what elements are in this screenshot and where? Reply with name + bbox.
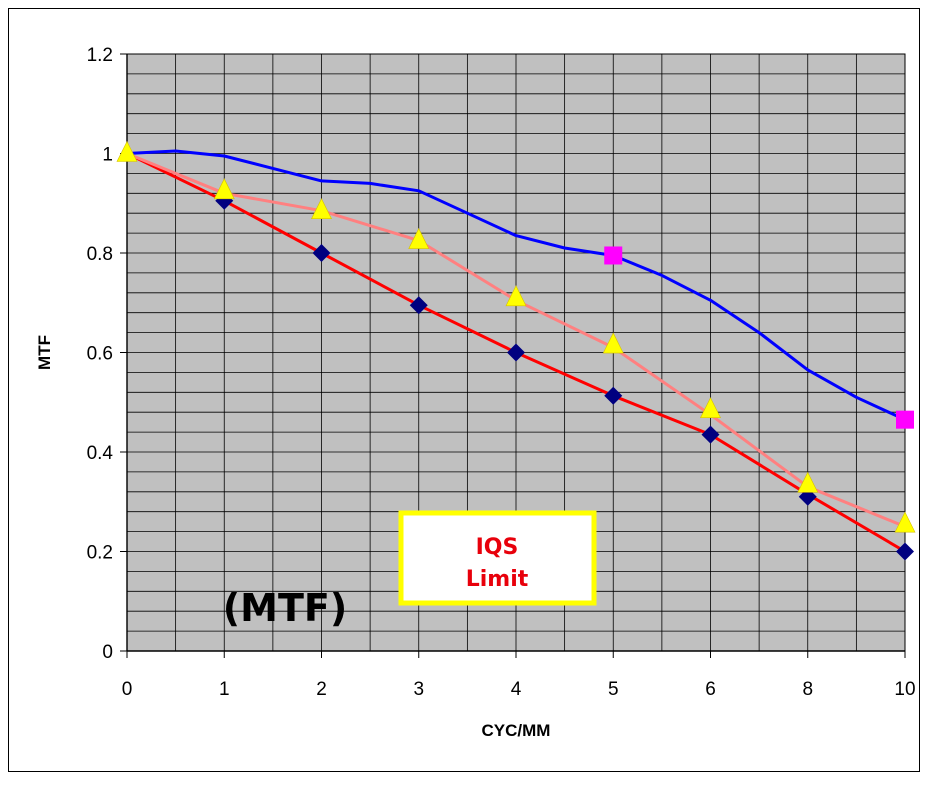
tick-labels: 0 0.2 0.4 0.6 0.8 1 1.2 0 1 2 3 4 5 6 8 10	[87, 45, 916, 700]
triangle-marker	[894, 511, 916, 533]
y-tick-label: 1.2	[87, 45, 113, 66]
x-tick-label: 1	[219, 679, 230, 700]
iqs-limit-callout: IQS Limit	[398, 510, 597, 606]
series-markers	[116, 140, 916, 561]
diamond-marker	[507, 343, 525, 362]
triangle-marker	[797, 471, 819, 493]
mtf-annotation-label: (MTF)	[223, 586, 347, 630]
square-marker	[604, 246, 623, 265]
y-tick-label: 0	[102, 642, 113, 663]
x-tick-label: 5	[608, 679, 619, 700]
triangle-marker	[213, 178, 235, 200]
x-tick-label: 6	[705, 679, 716, 700]
diamond-marker	[896, 542, 914, 561]
series-line-0	[126, 149, 906, 422]
square-marker	[896, 410, 914, 429]
mtf-chart: 0 0.2 0.4 0.6 0.8 1 1.2 0 1 2 3 4 5 6 8 10 MTF CYC/MM I…	[35, 45, 916, 740]
triangle-marker	[408, 227, 430, 249]
triangle-marker	[116, 140, 138, 162]
chart-frame: 0 0.2 0.4 0.6 0.8 1 1.2 0 1 2 3 4 5 6 8 10 MTF CYC/MM I…	[8, 8, 920, 772]
y-tick-label: 0.2	[87, 543, 113, 564]
x-axis-title: CYC/MM	[482, 721, 551, 740]
diamond-marker	[409, 296, 428, 315]
y-axis-title: MTF	[35, 335, 54, 370]
callout-box	[398, 510, 597, 606]
triangle-marker	[311, 198, 332, 220]
triangle-marker	[505, 285, 527, 307]
triangle-marker	[602, 332, 624, 354]
y-tick-label: 0.6	[87, 344, 113, 365]
x-tick-label: 3	[413, 679, 424, 700]
x-tick-label: 4	[511, 679, 522, 700]
x-tick-label: 2	[316, 679, 327, 700]
triangle-marker	[700, 397, 721, 419]
diamond-marker	[604, 386, 623, 405]
y-tick-label: 0.4	[87, 443, 114, 464]
callout-line-1: IQS	[476, 535, 519, 560]
diamond-marker	[312, 244, 331, 262]
y-tick-label: 1	[102, 145, 113, 166]
y-tick-label: 0.8	[87, 244, 113, 265]
x-tick-label: 10	[894, 679, 915, 700]
x-tick-label: 0	[122, 679, 133, 700]
diamond-marker	[701, 425, 720, 444]
callout-line-2: Limit	[466, 567, 529, 592]
x-tick-label: 8	[802, 679, 813, 700]
